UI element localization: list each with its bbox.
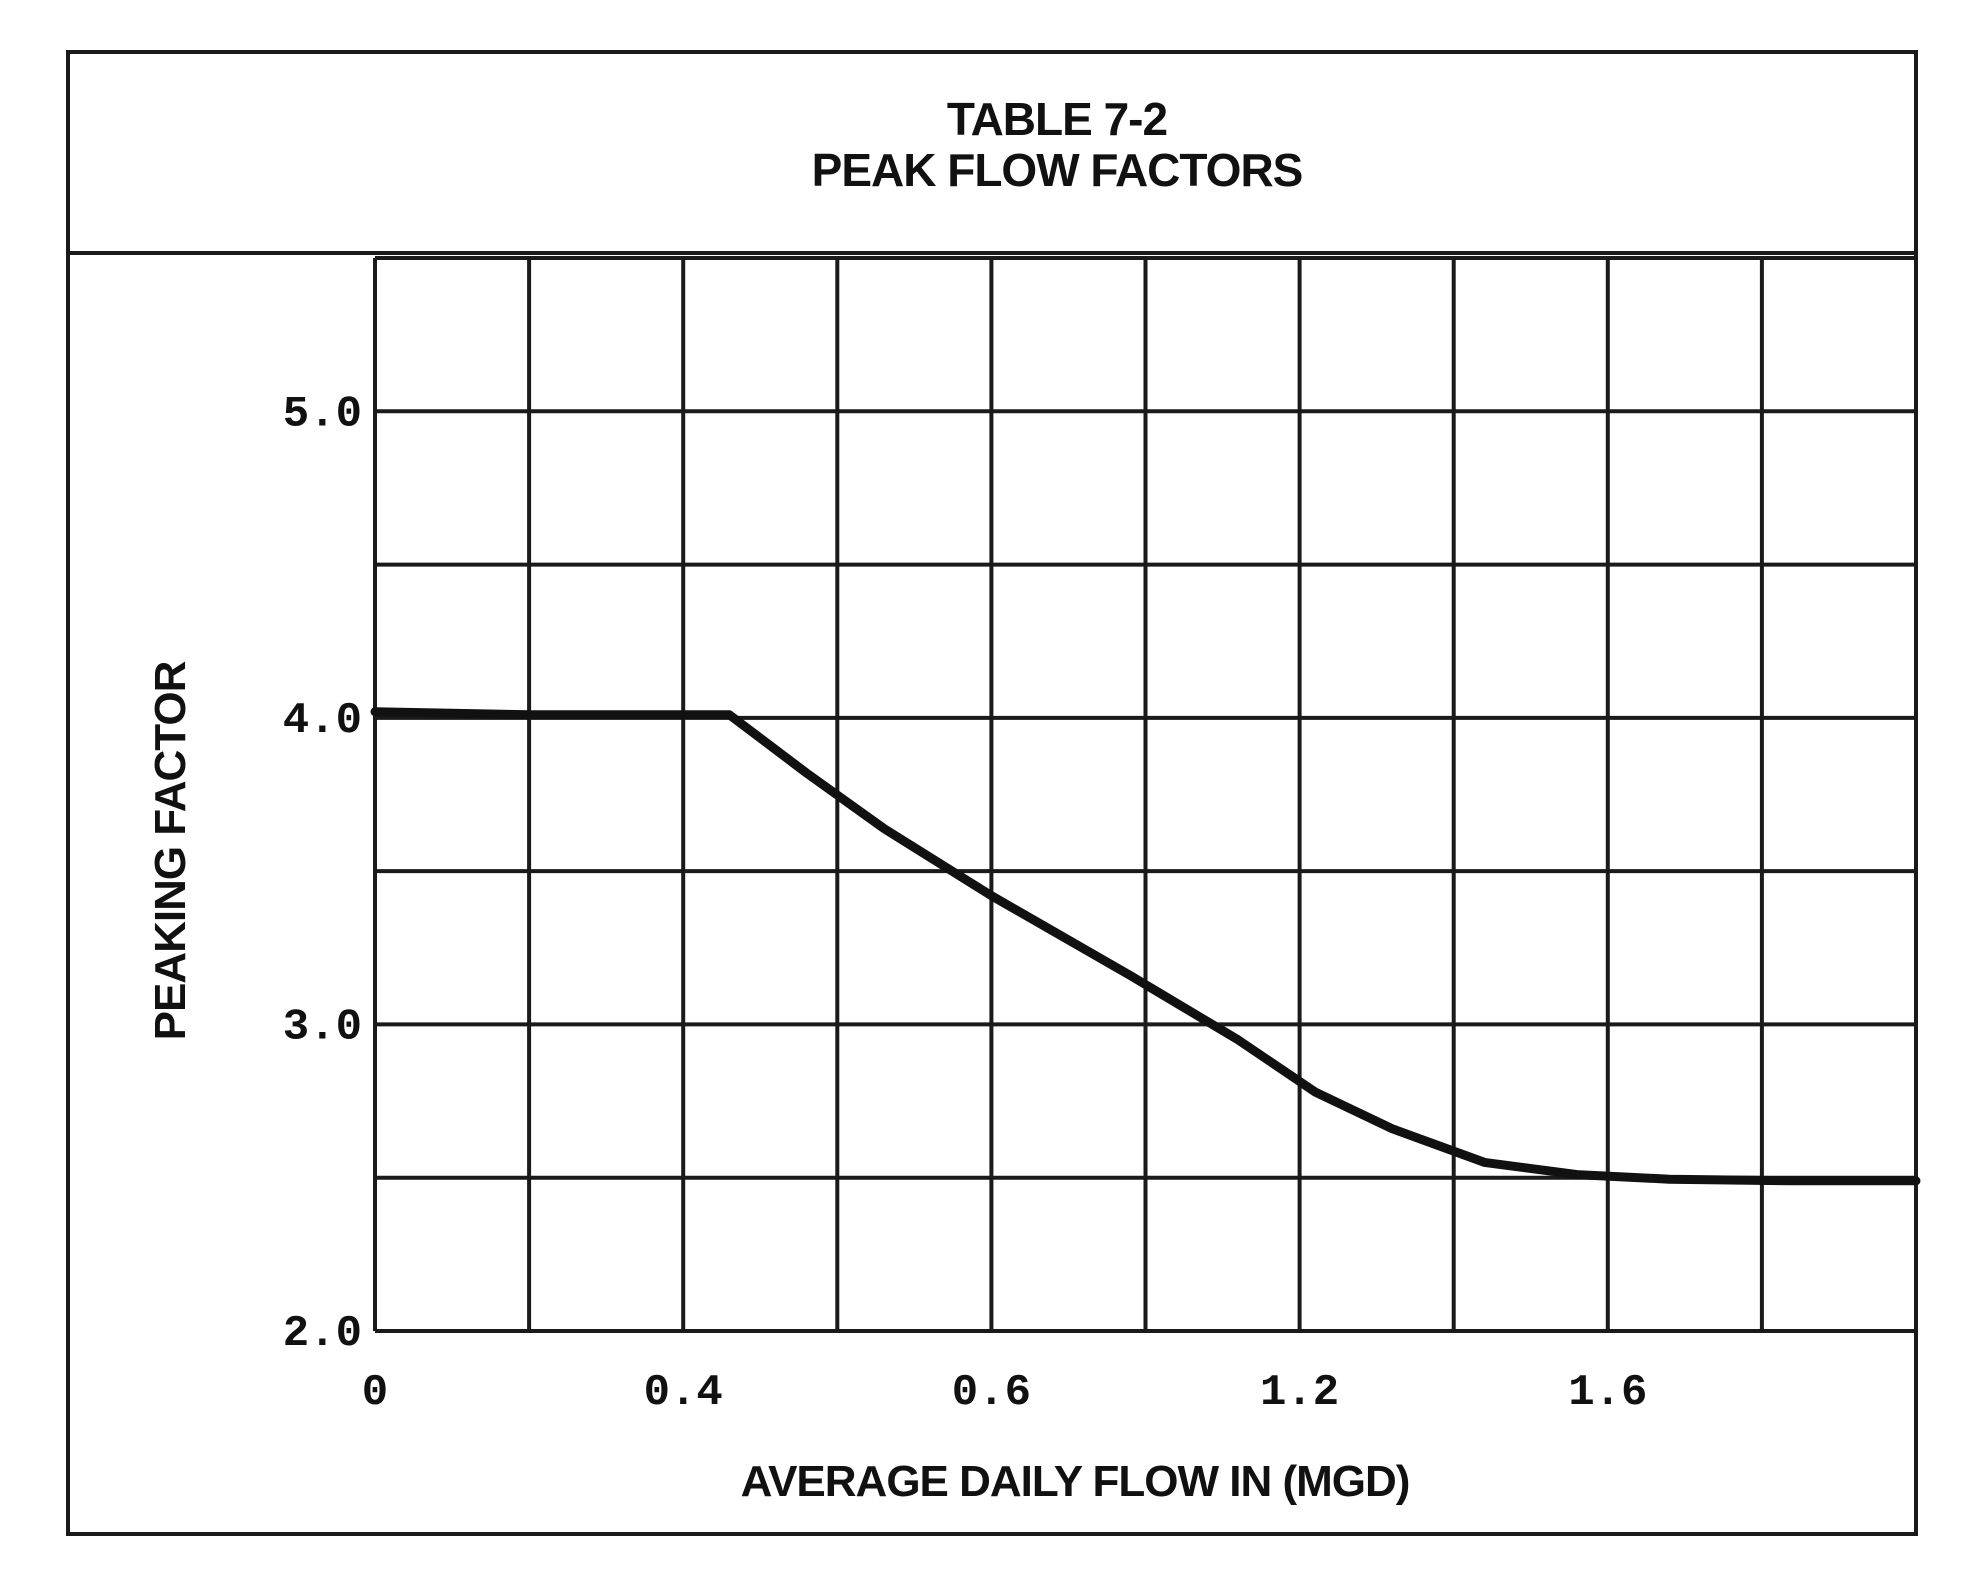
y-tick-labels: 5.0 4.0 3.0 2.0 bbox=[283, 389, 362, 1359]
x-tick-label: 1.2 bbox=[1260, 1368, 1339, 1418]
y-tick-label: 5.0 bbox=[283, 389, 362, 439]
peaking-factor-line bbox=[370, 707, 1921, 1186]
y-tick-label: 4.0 bbox=[283, 696, 362, 746]
chart-subtitle: PEAK FLOW FACTORS bbox=[812, 144, 1303, 196]
y-tick-label: 3.0 bbox=[283, 1002, 362, 1052]
y-tick-label: 2.0 bbox=[283, 1309, 362, 1359]
x-tick-labels: 0 0.4 0.6 1.2 1.6 bbox=[362, 1368, 1648, 1418]
x-tick-label: 0.6 bbox=[952, 1368, 1031, 1418]
x-axis-title: AVERAGE DAILY FLOW IN (MGD) bbox=[741, 1457, 1410, 1506]
x-tick-label: 0.4 bbox=[644, 1368, 723, 1418]
x-tick-label: 1.6 bbox=[1568, 1368, 1647, 1418]
vertical-gridlines bbox=[373, 258, 1918, 1331]
x-tick-label: 0 bbox=[362, 1368, 388, 1418]
chart-title: TABLE 7-2 bbox=[947, 93, 1167, 145]
y-axis-title: PEAKING FACTOR bbox=[146, 661, 195, 1040]
